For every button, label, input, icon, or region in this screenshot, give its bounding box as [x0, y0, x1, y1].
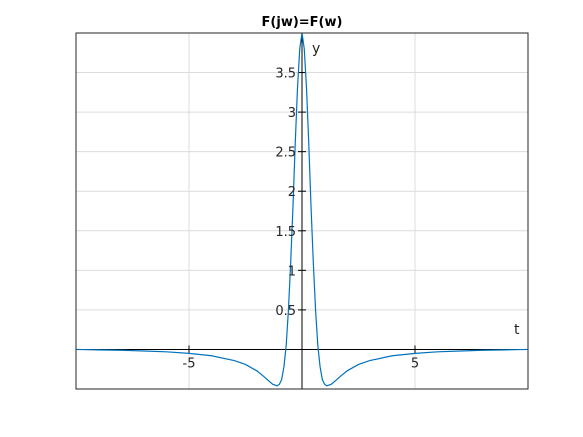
y-tick-label: 1.5: [275, 225, 296, 240]
y-tick-label: 0.5: [275, 304, 296, 319]
chart-title: F(jw)=F(w): [262, 15, 343, 30]
x-tick-label: -5: [183, 356, 196, 371]
x-axis-label: t: [514, 322, 520, 338]
y-axis-label: y: [312, 41, 320, 57]
y-tick-label: 2: [288, 185, 296, 200]
y-tick-label: 3.5: [275, 67, 296, 82]
y-tick-label: 2.5: [275, 146, 296, 161]
x-tick-label: 5: [411, 356, 419, 371]
y-tick-label: 3: [288, 106, 296, 121]
y-tick-label: 1: [288, 264, 296, 279]
plot-frame: [75, 32, 529, 390]
axes: [76, 33, 528, 389]
tick-labels: -5 5 0.5 1 1.5 2 2.5 3 3.5: [183, 67, 420, 372]
